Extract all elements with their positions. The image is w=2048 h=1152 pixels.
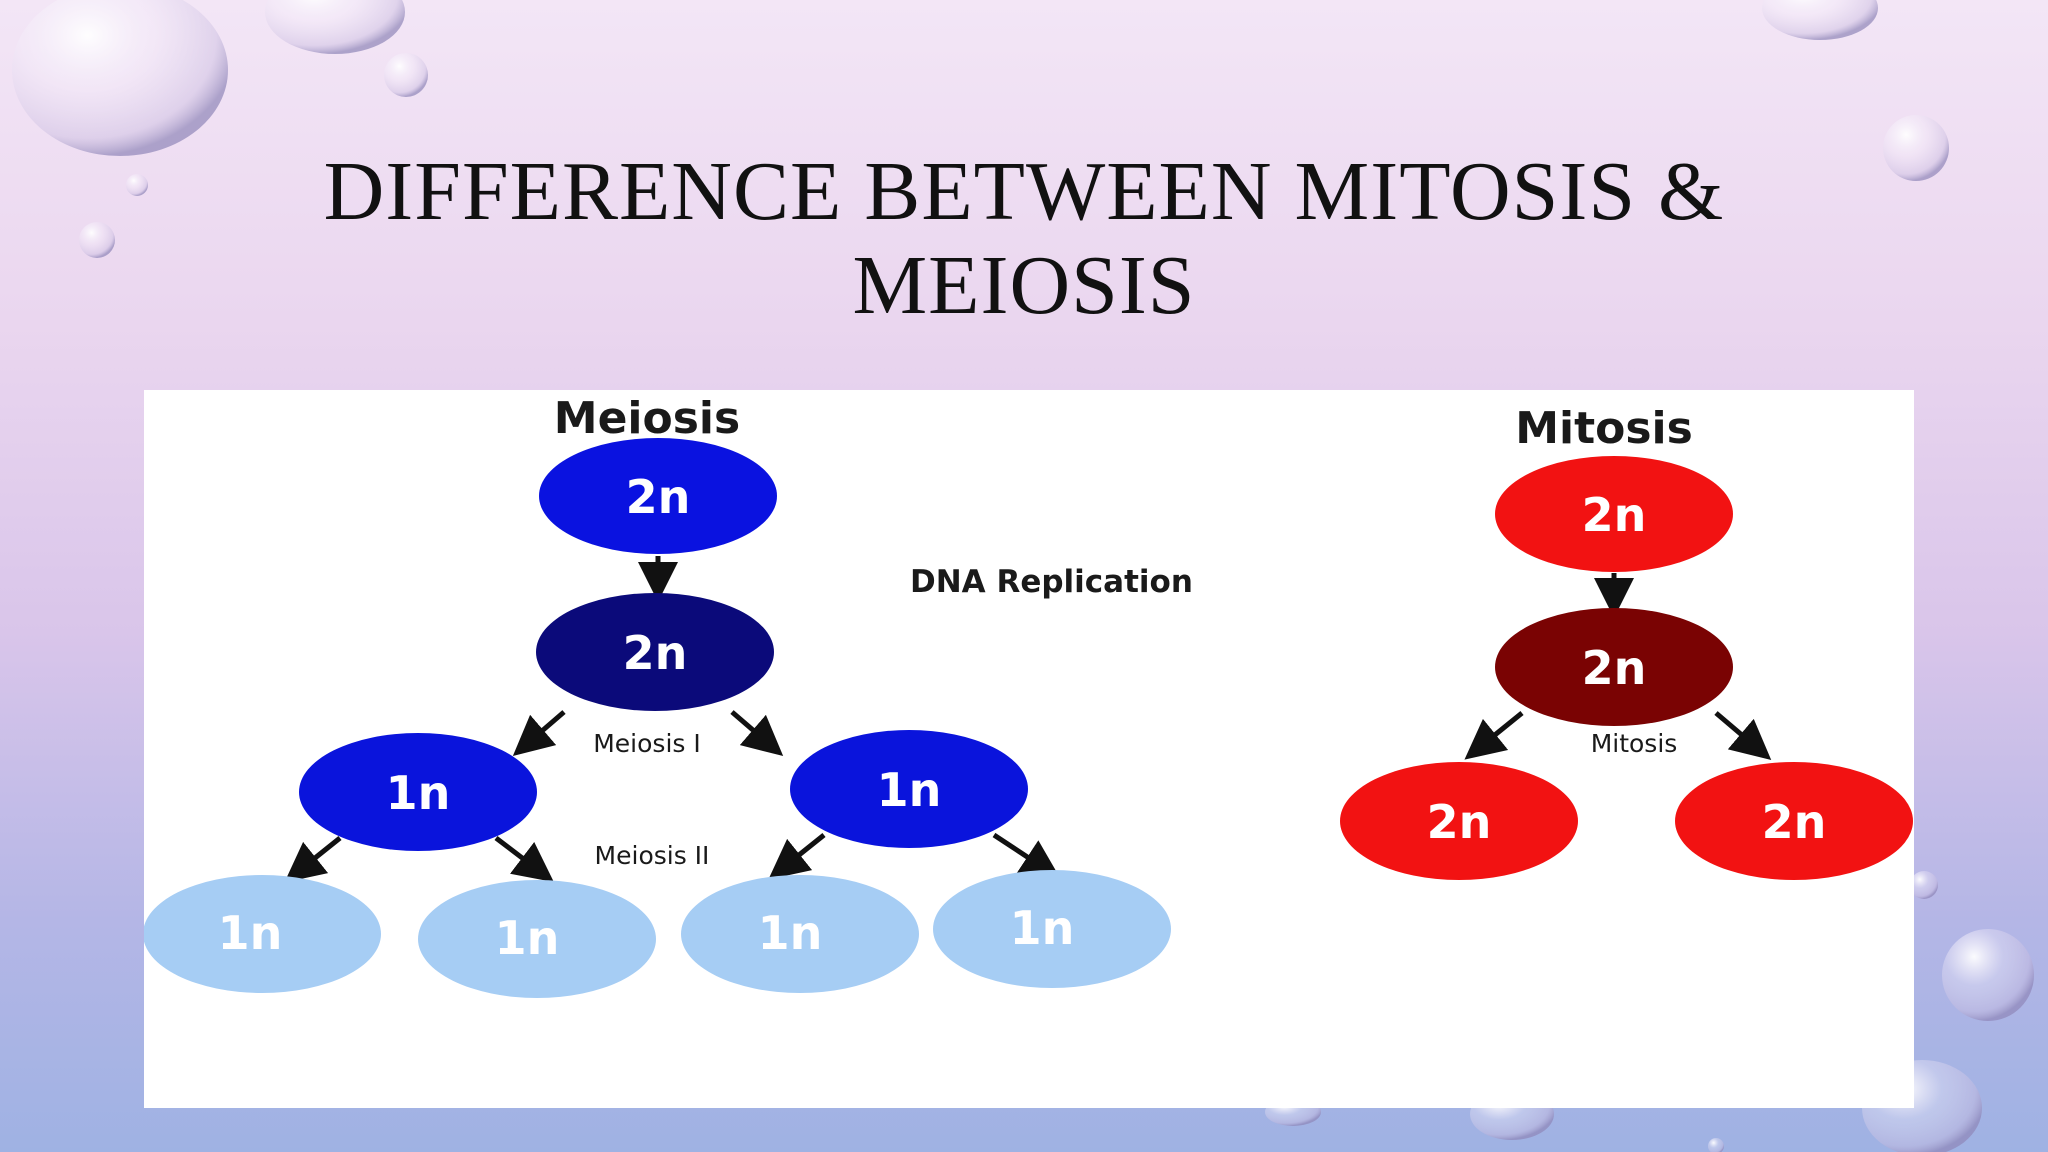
meiosis-replicated-cell: 2n [536,593,774,711]
meiosis-parent-cell: 2n [539,438,777,554]
meiosis-heading: Meiosis [554,393,740,444]
meiosis-2-label-3: 1n [758,906,823,960]
mitosis-replicated-cell: 2n [1495,608,1733,726]
meiosis-2-ellipse-4 [933,870,1171,988]
bubble [79,222,115,258]
mitosis-parent-ellipse [1495,456,1733,572]
arrow-meiosis2-a [284,836,342,883]
mitosis-daughter-label-left: 2n [1427,795,1492,849]
mitosis-parent-label: 2n [1582,488,1647,542]
meiosis-2-ellipse-1 [144,875,381,993]
bubble [1883,115,1949,181]
meiosis-1-ellipse-right [790,730,1028,848]
arrow-meiosis2-b [494,836,554,883]
slide-title: DIFFERENCE BETWEEN MITOSIS & MEIOSIS [0,145,2048,333]
meiosis-2-ellipse-3 [681,875,919,993]
mitosis-daughter-ellipse-right [1675,762,1913,880]
arrow-mitosis-left [1464,711,1524,760]
mitosis-daughter-label-right: 2n [1762,795,1827,849]
arrow-meiosis2-d [992,832,1061,880]
meiosis-2-cell-2: 1n [418,880,656,998]
meiosis-1-label-right: 1n [877,763,942,817]
meiosis-1-cell-right: 1n [790,730,1028,848]
meiosis-2-cell-3: 1n [681,875,919,993]
mitosis-daughter-left: 2n [1340,762,1578,880]
bubble [1708,1138,1724,1152]
meiosis-2-ellipse-2 [418,880,656,998]
bubble [1942,929,2034,1021]
diagram-canvas: Meiosis 2n 2n Meiosis I 1n 1n Meiosis II [144,393,1913,998]
arrow-meiosis2-c [768,833,826,880]
meiosis-replicated-label: 2n [623,626,688,680]
meiosis-2-cell-1: 1n [144,875,381,993]
dna-replication-label: DNA Replication [910,564,1193,600]
meiosis-1-label-left: 1n [386,766,451,820]
meiosis-1-label: Meiosis I [593,729,701,758]
bubble [1762,0,1878,40]
bubble [384,53,428,97]
bubble [126,174,148,196]
mitosis-step-label: Mitosis [1591,729,1678,758]
mitosis-heading: Mitosis [1515,403,1693,454]
mitosis-daughter-ellipse-left [1340,762,1578,880]
arrow-mitosis-right [1714,711,1772,760]
arrow-meiosis1-left [512,710,566,757]
meiosis-parent-ellipse [539,438,777,554]
meiosis-1-ellipse-left [299,733,537,851]
mitosis-replicated-ellipse [1495,608,1733,726]
meiosis-2-label: Meiosis II [595,841,710,870]
mitosis-daughter-right: 2n [1675,762,1913,880]
slide-title-line-2: MEIOSIS [852,239,1196,332]
bubble [12,0,228,156]
bubble [265,0,405,54]
meiosis-1-cell-left: 1n [299,733,537,851]
meiosis-2-label-2: 1n [495,911,560,965]
bubble [1910,871,1938,899]
meiosis-2-label-4: 1n [1010,901,1075,955]
mitosis-parent-cell: 2n [1495,456,1733,572]
mitosis-replicated-label: 2n [1582,641,1647,695]
meiosis-mitosis-diagram: Meiosis 2n 2n Meiosis I 1n 1n Meiosis II [144,390,1914,1108]
meiosis-replicated-ellipse [536,593,774,711]
arrow-meiosis1-right [730,710,784,757]
meiosis-parent-label: 2n [626,470,691,524]
slide-title-line-1: DIFFERENCE BETWEEN MITOSIS & [323,145,1725,238]
meiosis-2-label-1: 1n [218,906,283,960]
meiosis-2-cell-4: 1n [933,870,1171,988]
